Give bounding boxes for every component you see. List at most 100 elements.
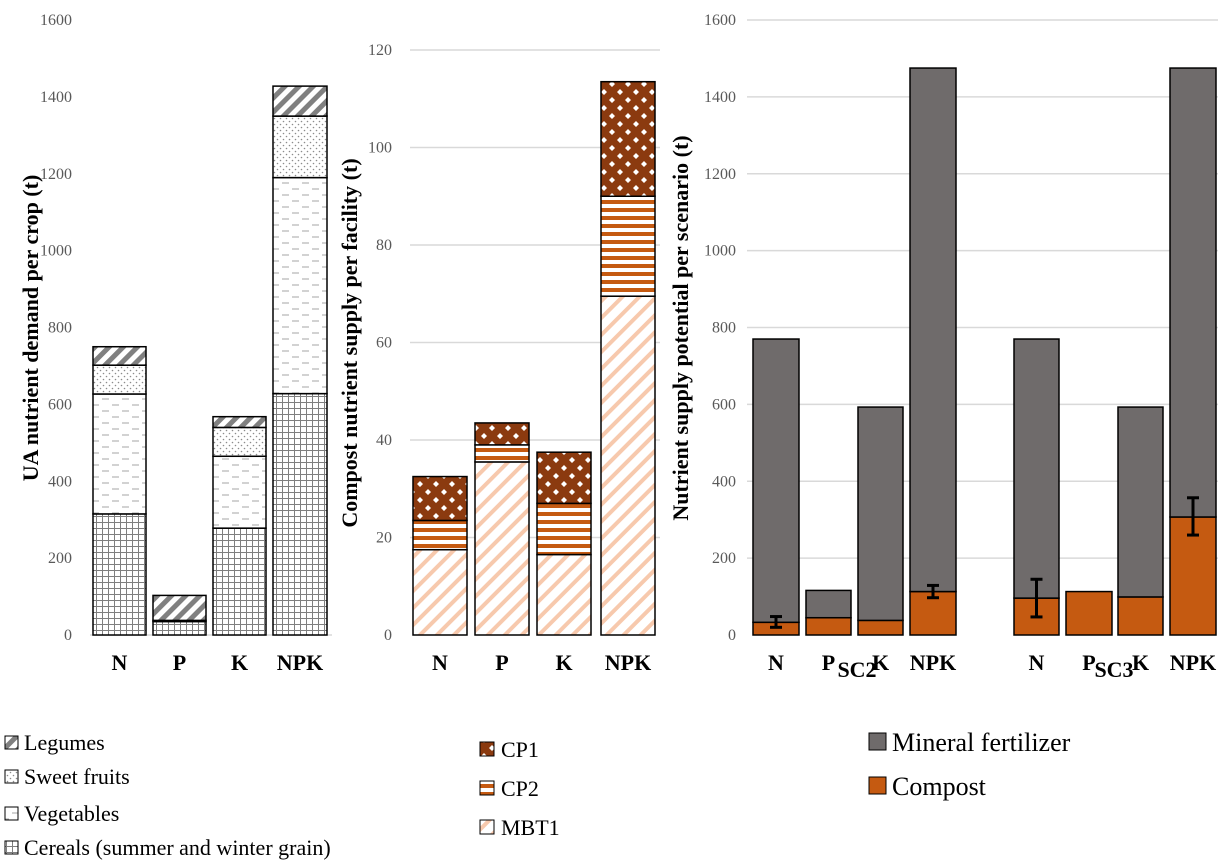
legend-label-sweet-fruits: Sweet fruits: [24, 764, 130, 789]
y-tick-label: 600: [712, 396, 736, 413]
x-tick-label: NPK: [277, 650, 323, 675]
bar-mineral-fertilizer-n-sc2: [752, 338, 800, 624]
bar-compost-k-sc3: [1117, 596, 1164, 636]
y-tick-label: 600: [48, 396, 72, 413]
bar-mineral-fertilizer-k-sc2: [857, 406, 904, 622]
bar-mineral-fertilizer-p-sc2: [805, 589, 852, 619]
legend-swatch-cp1: [479, 741, 495, 757]
bar-mbt1-k: [536, 553, 592, 636]
panel3-ylabel: Nutrient supply potential per scenario (…: [668, 135, 693, 520]
x-tick-label: K: [1132, 650, 1149, 675]
x-tick-label: N: [1029, 650, 1045, 675]
bar-legumes-p: [152, 594, 207, 622]
legend-label-mineral-fertilizer: Mineral fertilizer: [892, 728, 1071, 757]
bar-mineral-fertilizer-npk-sc2: [909, 67, 957, 593]
x-tick-label: NPK: [910, 650, 956, 675]
bar-cereals-summer-and-winter-grain-k: [212, 527, 267, 636]
error-bar-compost-n-sc2: [770, 615, 782, 629]
legend-swatch-cp2: [479, 780, 495, 796]
legend-swatch-legumes: [4, 735, 19, 750]
y-tick-label: 1400: [40, 89, 72, 106]
x-tick-label: P: [173, 650, 186, 675]
y-tick-label: 0: [728, 627, 736, 644]
y-tick-label: 1000: [704, 243, 736, 260]
legend-label-legumes: Legumes: [24, 730, 105, 755]
x-tick-label: P: [495, 650, 508, 675]
bar-compost-npk-sc3: [1169, 516, 1217, 636]
y-tick-label: 20: [376, 530, 392, 547]
legend-swatch-cereals: [4, 840, 19, 855]
bar-cereals-summer-and-winter-grain-npk: [272, 392, 328, 636]
bar-mineral-fertilizer-n-sc3: [1013, 338, 1060, 599]
legend-swatch-compost: [868, 776, 887, 795]
bar-compost-p-sc2: [805, 616, 852, 636]
error-bar-compost-npk-sc2: [927, 583, 939, 600]
bar-vegetables-n: [92, 393, 147, 515]
legend-label-cp1: CP1: [501, 737, 539, 762]
legend-label-cp2: CP2: [501, 776, 539, 801]
bar-vegetables-npk: [272, 176, 328, 395]
x-tick-label: N: [112, 650, 128, 675]
y-tick-label: 80: [376, 237, 392, 254]
x-tick-label: P: [1082, 650, 1095, 675]
x-tick-label: N: [768, 650, 784, 675]
panel1-ylabel: UA nutrient demand per crop (t): [18, 175, 43, 482]
legend-swatch-mineral-fertilizer: [868, 732, 887, 751]
bar-legumes-n: [92, 345, 147, 366]
bar-cp1-n: [412, 475, 468, 522]
x-tick-label: K: [555, 650, 572, 675]
bar-sweet-fruits-n: [92, 364, 147, 395]
legend-scenario: Mineral fertilizer Compost: [868, 728, 1071, 801]
legend-facilities: CP1 CP2 MBT1: [479, 737, 560, 840]
y-tick-label: 200: [712, 550, 736, 567]
error-bar-compost-n-sc3: [1030, 577, 1043, 619]
error-bar-compost-npk-sc3: [1187, 496, 1199, 537]
legend-label-mbt1: MBT1: [501, 815, 560, 840]
bar-cp2-k: [536, 502, 592, 556]
legend-label-compost: Compost: [892, 772, 987, 801]
y-tick-label: 1200: [704, 166, 736, 183]
panel2-ylabel: Compost nutrient supply per facility (t): [337, 158, 362, 527]
x-tick-label: NPK: [605, 650, 651, 675]
y-tick-label: 40: [376, 432, 392, 449]
bar-mbt1-p: [474, 461, 530, 636]
bar-cp2-npk: [600, 195, 656, 297]
bar-legumes-npk: [272, 85, 328, 117]
legend-label-vegetables: Vegetables: [24, 801, 119, 826]
bar-cp1-p: [474, 422, 530, 446]
y-tick-label: 400: [48, 473, 72, 490]
legend-crops: Legumes Sweet fruits Vegetables Cereals …: [4, 730, 331, 860]
y-tick-label: 800: [48, 320, 72, 337]
bar-cp1-k: [536, 451, 592, 505]
bar-cereals-summer-and-winter-grain-p: [152, 620, 207, 636]
legend-swatch-vegetables: [4, 806, 19, 821]
y-tick-label: 800: [712, 320, 736, 337]
bar-cereals-summer-and-winter-grain-n: [92, 513, 147, 636]
y-tick-label: 100: [368, 140, 392, 157]
bar-mineral-fertilizer-npk-sc3: [1169, 67, 1217, 518]
bar-cp2-p: [474, 444, 530, 463]
y-tick-label: 0: [64, 627, 72, 644]
y-tick-label: 60: [376, 335, 392, 352]
bar-cp2-n: [412, 519, 468, 551]
x-tick-label: N: [432, 650, 448, 675]
y-tick-label: 1600: [40, 12, 72, 29]
x-tick-label: K: [872, 650, 889, 675]
bar-mbt1-n: [412, 548, 468, 636]
bar-compost-k-sc2: [857, 619, 904, 636]
bar-legumes-k: [212, 415, 267, 429]
group-label-sc3: SC3: [1094, 657, 1133, 682]
bar-compost-p-sc3: [1065, 590, 1113, 636]
group-label-sc2: SC2: [837, 657, 876, 682]
y-tick-label: 1000: [40, 243, 72, 260]
y-tick-label: 120: [368, 42, 392, 59]
legend-swatch-mbt1: [479, 819, 495, 835]
x-tick-label: P: [822, 650, 835, 675]
y-tick-label: 0: [384, 627, 392, 644]
bar-vegetables-k: [212, 455, 267, 529]
x-tick-label: K: [231, 650, 248, 675]
y-tick-label: 1400: [704, 89, 736, 106]
bar-sweet-fruits-npk: [272, 115, 328, 179]
